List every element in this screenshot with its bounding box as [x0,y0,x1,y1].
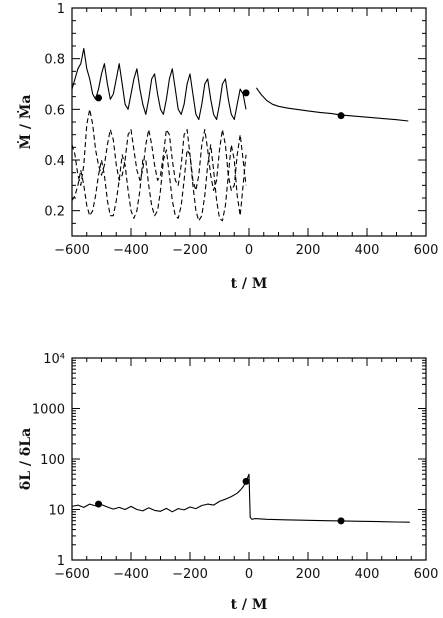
series-group [71,47,409,222]
data-marker [242,477,250,485]
y-tick-label: 0.4 [44,154,65,169]
data-marker [337,112,345,120]
y-axis-label: Ṁ / Ṁa [16,95,34,150]
x-tick-label: 0 [245,567,253,582]
x-tick-labels: −600 −400 −200 0 200 400 600 [54,243,438,258]
y-tick-labels: 1 10 100 1000 10⁴ [32,352,65,569]
series-group [71,473,410,523]
x-tick-label: −600 [54,567,90,582]
y-tick-label: 100 [40,453,65,468]
x-tick-label: 200 [296,243,321,258]
chart-panel-dl: −600 −400 −200 0 200 400 600 1 10 100 1000 10⁴ t /… [18,352,438,613]
y-tick-label: 1 [57,554,65,569]
x-tick-label: −400 [113,243,149,258]
x-tick-label: −200 [172,243,208,258]
series-line-3 [71,108,247,191]
x-tick-label: 400 [355,243,380,258]
series-line-4 [71,144,247,222]
x-axis-label: t / M [231,597,268,613]
markers-group [95,477,345,525]
y-tick-label: 10⁴ [43,352,65,367]
x-tick-label: 200 [296,567,321,582]
markers-group [95,89,345,120]
data-marker [95,500,103,508]
chart-panel-mdot: −600 −400 −200 0 200 400 600 0.2 0.4 0.6 0.8 1 t /… [16,2,438,292]
axis-ticks [71,7,427,237]
data-marker [242,89,250,97]
x-tick-label: −600 [54,243,90,258]
plot-frame [71,7,427,237]
x-tick-label: 600 [414,243,439,258]
y-tick-label: 0.2 [44,205,65,220]
x-tick-labels: −600 −400 −200 0 200 400 600 [54,567,438,582]
plot-frame [71,357,427,561]
y-tick-label: 0.6 [44,103,65,118]
y-axis-label: δL / δLa [18,428,34,490]
series-line-2 [255,87,409,122]
y-tick-label: 0.8 [44,53,65,68]
series-line-1 [71,47,247,121]
x-tick-label: 400 [355,567,380,582]
y-tick-label: 1 [57,2,65,17]
axis-ticks [71,358,427,561]
x-tick-label: 0 [245,243,253,258]
y-tick-labels: 0.2 0.4 0.6 0.8 1 [44,2,65,220]
series-line-1 [71,473,410,523]
y-tick-label: 1000 [32,403,65,418]
data-marker [95,94,103,102]
x-axis-label: t / M [231,276,268,292]
x-tick-label: −400 [113,567,149,582]
x-tick-label: −200 [172,567,208,582]
x-tick-label: 600 [414,567,439,582]
y-tick-label: 10 [48,504,65,519]
data-marker [337,517,345,525]
